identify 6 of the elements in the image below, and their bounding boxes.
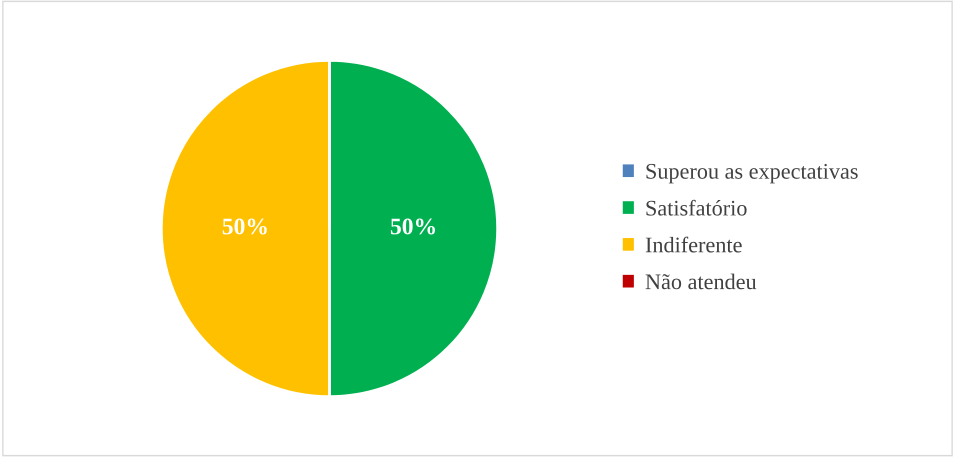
legend-label: Indiferente: [646, 236, 742, 252]
legend-label: Superou as expectativas: [646, 164, 858, 184]
legend-label: Satisfatório: [646, 200, 747, 216]
data-label: 50%: [222, 218, 267, 234]
data-label: 50%: [390, 218, 435, 234]
legend-label: Não atendeu: [646, 274, 756, 290]
